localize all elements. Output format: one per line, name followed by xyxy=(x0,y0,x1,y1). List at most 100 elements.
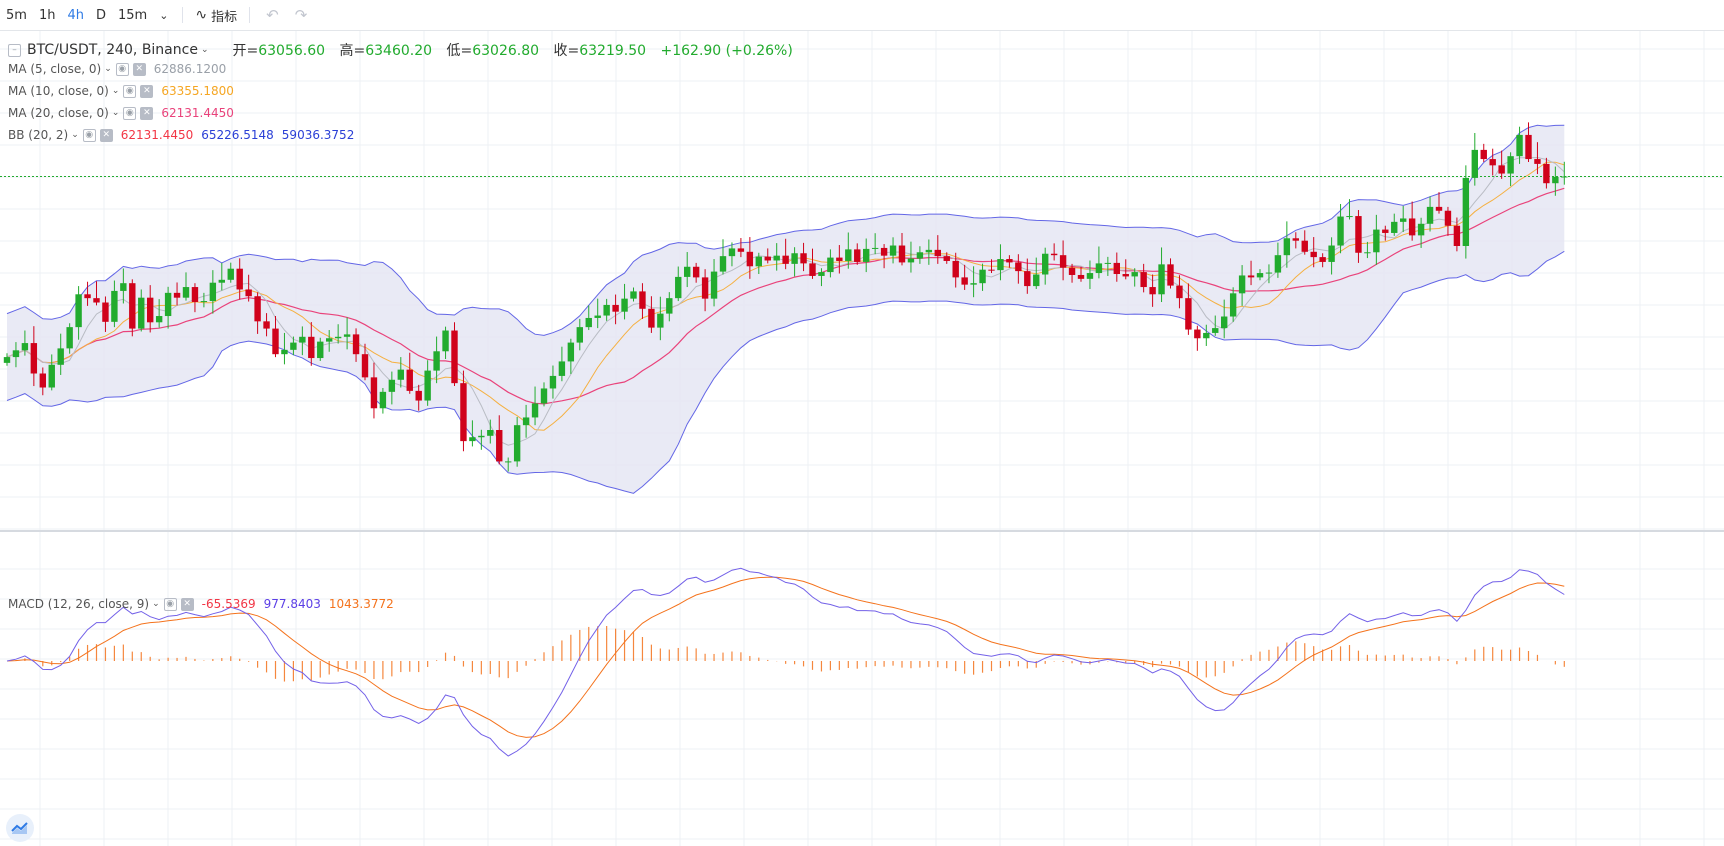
candle-body xyxy=(218,279,225,283)
high-label: 高= xyxy=(339,43,366,59)
candle-body xyxy=(75,294,82,328)
indicator-dropdown-icon[interactable]: ⌄ xyxy=(111,86,120,96)
symbol-dropdown-icon[interactable]: ⌄ xyxy=(200,45,209,55)
macd-dropdown-icon[interactable]: ⌄ xyxy=(152,599,160,609)
indicators-button[interactable]: ∿ 指标 xyxy=(191,6,241,25)
collapse-icon[interactable]: – xyxy=(8,43,21,57)
close-icon[interactable]: ✕ xyxy=(99,128,113,142)
visibility-icon[interactable]: ◉ xyxy=(123,84,137,98)
candle-body xyxy=(791,253,798,264)
indicators-label: 指标 xyxy=(211,9,238,25)
candle-body xyxy=(1453,225,1461,246)
candle-body xyxy=(299,336,306,343)
candle-body xyxy=(317,341,324,359)
indicator-legend: MA (20, close, 0) ⌄ ◉ ✕ 62131.4450 xyxy=(8,106,234,120)
indicator-legend-name[interactable]: MA (5, close, 0) xyxy=(8,62,102,76)
candle-body xyxy=(621,298,628,312)
candle-body xyxy=(764,256,771,261)
candle-body xyxy=(290,342,297,350)
visibility-icon[interactable]: ◉ xyxy=(115,62,129,76)
close-icon[interactable]: ✕ xyxy=(132,62,146,76)
candle-body xyxy=(138,297,145,329)
timeframe-15m[interactable]: 15m xyxy=(117,7,148,23)
candle-body xyxy=(227,268,234,280)
candle-body xyxy=(1462,177,1470,246)
candle-body xyxy=(782,255,789,264)
low-label: 低= xyxy=(446,43,473,59)
candle-body xyxy=(102,302,109,322)
timeframe-dropdown-icon[interactable]: ⌄ xyxy=(159,8,169,22)
candle-body xyxy=(684,266,691,277)
candle-body xyxy=(84,294,91,299)
symbol-title[interactable]: BTC/USDT, 240, Binance xyxy=(27,42,198,58)
macd-hist-value: -65.5369 xyxy=(201,597,256,611)
macd-line-value: 977.8403 xyxy=(263,597,321,611)
macd-signal-line xyxy=(6,576,1565,738)
timeframe-4h[interactable]: 4h xyxy=(67,7,84,23)
close-value: 63219.50 xyxy=(579,43,647,59)
candle-body xyxy=(1015,262,1022,272)
toolbar-divider xyxy=(249,7,251,23)
candle-body xyxy=(630,291,637,299)
candle-body xyxy=(200,301,208,303)
candle-body xyxy=(1042,253,1049,275)
candle-body xyxy=(1167,264,1174,286)
candle-body xyxy=(111,290,118,322)
candle-body xyxy=(540,388,548,404)
timeframe-5m[interactable]: 5m xyxy=(6,7,27,23)
candle-body xyxy=(460,383,467,442)
timeframe-1h[interactable]: 1h xyxy=(38,7,56,23)
candle-body xyxy=(1498,165,1505,174)
close-icon[interactable]: ✕ xyxy=(140,106,154,120)
timeframe-d[interactable]: D xyxy=(95,7,106,23)
indicator-dropdown-icon[interactable]: ⌄ xyxy=(104,64,112,74)
candle-body xyxy=(433,351,440,371)
candle-body xyxy=(854,249,861,262)
undo-icon[interactable]: ↶ xyxy=(266,6,279,24)
candles xyxy=(3,122,1568,472)
candle-body xyxy=(57,348,64,365)
indicator-dropdown-icon[interactable]: ⌄ xyxy=(71,130,79,140)
close-icon[interactable]: ✕ xyxy=(140,84,154,98)
candle-body xyxy=(952,260,959,278)
candle-body xyxy=(1435,206,1443,211)
candle-body xyxy=(370,377,378,409)
candle-body xyxy=(943,256,950,261)
candle-body xyxy=(1274,255,1282,273)
candle-body xyxy=(343,334,351,337)
candle-body xyxy=(531,403,539,418)
bollinger-band-fill xyxy=(7,125,1565,494)
candle-body xyxy=(1033,274,1040,287)
candle-body xyxy=(1265,272,1273,274)
candle-body xyxy=(880,247,888,256)
redo-icon[interactable]: ↷ xyxy=(294,6,308,24)
indicator-legend-name[interactable]: BB (20, 2) xyxy=(8,128,69,142)
visibility-icon[interactable]: ◉ xyxy=(163,597,177,611)
candle-body xyxy=(997,259,1004,271)
candle-body xyxy=(236,268,243,290)
candle-body xyxy=(1382,229,1389,233)
candle-body xyxy=(120,283,127,291)
candle-body xyxy=(1104,262,1112,264)
candle-body xyxy=(1507,156,1514,174)
candle-body xyxy=(585,317,592,328)
indicator-dropdown-icon[interactable]: ⌄ xyxy=(111,108,120,118)
indicator-legend-name[interactable]: MA (20, close, 0) xyxy=(8,106,109,120)
candle-body xyxy=(603,304,610,316)
indicator-legend-value: 62886.1200 xyxy=(153,62,227,76)
close-icon[interactable]: ✕ xyxy=(180,597,194,611)
visibility-icon[interactable]: ◉ xyxy=(82,128,96,142)
indicator-legend-name[interactable]: MA (10, close, 0) xyxy=(8,84,109,98)
candle-body xyxy=(1131,272,1138,277)
candle-body xyxy=(827,257,834,273)
candle-body xyxy=(1024,271,1031,287)
candle-body xyxy=(505,461,512,463)
price-chart[interactable] xyxy=(0,31,1724,846)
candle-body xyxy=(1525,134,1532,160)
candle-body xyxy=(675,276,682,299)
candle-body xyxy=(800,253,807,264)
macd-legend-name[interactable]: MACD (12, 26, close, 9) xyxy=(8,597,150,611)
candle-body xyxy=(728,248,736,257)
visibility-icon[interactable]: ◉ xyxy=(123,106,137,120)
candle-body xyxy=(361,354,369,378)
